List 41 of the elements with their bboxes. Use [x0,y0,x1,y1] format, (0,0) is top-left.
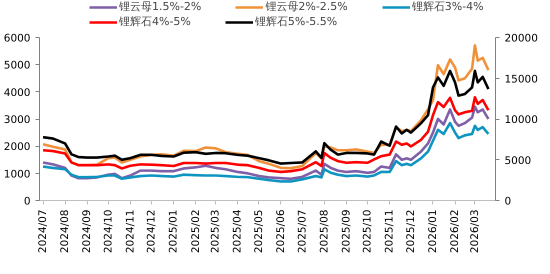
line-series [42,122,490,183]
legend-label: 锂辉石4%-5% [119,14,191,29]
x-tick-label: 2025/08 [318,209,330,254]
line-series [42,96,490,174]
x-tick-label: 2024/08 [59,209,72,254]
y2-tick-label: 15000 [504,73,538,86]
y2-tick-label: 20000 [504,32,538,44]
y2-tick-label: 10000 [504,114,538,126]
legend-label: 锂云母1.5%-2% [119,0,202,14]
y-tick-label: 3000 [4,114,31,126]
legend-label: 锂辉石5%-5.5% [254,14,338,29]
x-tick-label: 2025/06 [274,209,287,254]
x-tick-label: 2025/02 [190,209,202,254]
x-tick-label: 2024/10 [102,209,114,254]
x-tick-label: 2026/01 [426,209,439,254]
x-tick-label: 2025/04 [232,209,244,254]
x-tick-label: 2024/07 [37,209,50,254]
y2-tick-label: 5000 [504,154,532,167]
x-tick-label: 2024/11 [124,209,136,254]
x-tick-label: 2025/09 [340,209,352,254]
x-tick-label: 2026/02 [449,209,462,254]
x-tick-label: 2025/07 [296,209,308,254]
y-tick-label: 5000 [4,60,31,72]
x-tick-label: 2026/03 [468,209,481,254]
x-tick-label: 2025/11 [384,209,396,254]
legend-label: 锂辉石3%-4% [412,0,484,14]
x-tick-label: 2024/09 [81,209,94,254]
y-tick-label: 4000 [4,86,31,99]
y-tick-label: 6000 [4,32,31,44]
x-tick-label: 2025/03 [210,209,222,254]
legend-label: 锂云母2%-2.5% [265,0,348,14]
x-tick-label: 2025/12 [404,209,417,254]
y2-tick-label: 0 [504,196,512,208]
x-tick-label: 2025/10 [362,209,374,254]
y-tick-label: 2000 [4,141,31,154]
x-tick-label: 2024/12 [146,209,158,254]
y-tick-label: 0 [24,196,31,208]
x-tick-label: 2025/01 [168,209,180,254]
x-tick-label: 2025/05 [252,209,265,254]
line-series [42,70,490,165]
y-tick-label: 1000 [4,168,31,180]
